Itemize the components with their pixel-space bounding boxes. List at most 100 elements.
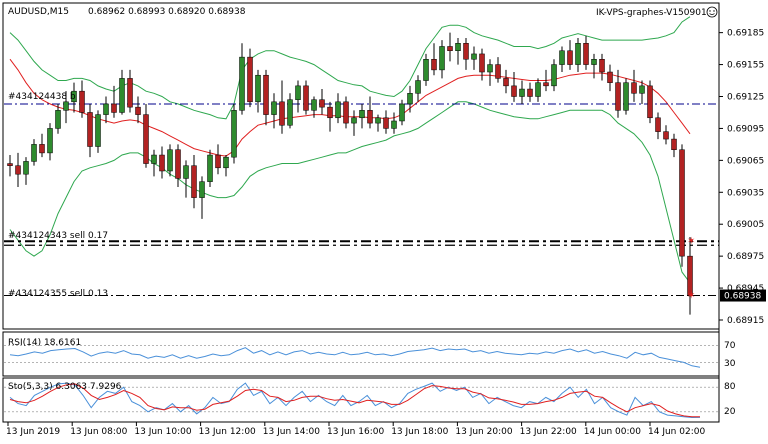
candle xyxy=(351,110,357,136)
candle xyxy=(343,96,349,129)
time-tick-label: 13 Jun 2019 xyxy=(6,427,60,437)
candle xyxy=(599,53,605,81)
candle-body xyxy=(31,144,37,162)
candle xyxy=(95,110,101,153)
candle xyxy=(503,69,509,94)
candle xyxy=(527,82,533,102)
candle xyxy=(431,43,437,76)
candle-body xyxy=(375,117,381,124)
order-label-buy: #434124438 b xyxy=(8,92,76,102)
candle xyxy=(271,93,277,129)
candle-body xyxy=(359,110,365,119)
candle-body xyxy=(167,149,173,172)
candle-body xyxy=(287,99,293,126)
smiley-icon xyxy=(706,6,718,18)
time-tick-label: 13 Jun 20:00 xyxy=(455,427,512,437)
candle xyxy=(647,80,653,124)
candle-body xyxy=(215,154,221,169)
candle xyxy=(455,37,461,65)
candle-body xyxy=(55,110,61,129)
candle-body xyxy=(487,64,493,73)
candle-body xyxy=(247,56,253,103)
candle-body xyxy=(551,64,557,87)
price-tick-label: 0.69005 xyxy=(727,220,764,230)
candle-body xyxy=(79,90,85,113)
price-tick-label: 0.69185 xyxy=(727,29,764,39)
candle xyxy=(471,46,477,70)
candle xyxy=(247,48,253,108)
candle-body xyxy=(479,53,485,73)
candle-body xyxy=(143,114,149,164)
time-tick-label: 14 Jun 02:00 xyxy=(648,427,705,437)
candle-body xyxy=(647,85,653,119)
rsi-level-70: 70 xyxy=(724,341,736,351)
candle xyxy=(255,69,261,113)
candle-body xyxy=(279,101,285,126)
candle-body xyxy=(431,59,437,71)
candle-body xyxy=(39,144,45,154)
bollinger-lower xyxy=(9,101,691,284)
candle xyxy=(687,236,693,315)
candle xyxy=(519,80,525,104)
sto-main-line xyxy=(9,382,701,419)
candle-body xyxy=(407,93,413,105)
candle-body xyxy=(159,154,165,172)
sto-level-20: 20 xyxy=(724,407,736,417)
candle-body xyxy=(263,74,269,115)
candle-body xyxy=(295,85,301,100)
candle-body xyxy=(447,46,453,51)
trade-marker-icon: ✶ xyxy=(687,291,695,302)
candle xyxy=(511,72,517,102)
candle-body xyxy=(87,112,93,147)
candle xyxy=(159,146,165,179)
candle xyxy=(167,144,173,177)
candle-body xyxy=(639,85,645,94)
candle xyxy=(463,37,469,70)
candle-body xyxy=(335,101,341,119)
candle-body xyxy=(23,161,29,175)
sto-title: Sto(5,3,3) 6.3063 7.9296 xyxy=(8,382,122,392)
time-tick-label: 13 Jun 16:00 xyxy=(327,427,384,437)
price-tick-label: 0.69125 xyxy=(727,93,764,103)
price-tick-label: 0.69065 xyxy=(727,156,764,166)
candle xyxy=(439,40,445,79)
candle-body xyxy=(415,80,421,94)
sto-signal-line xyxy=(9,383,701,418)
candle-body xyxy=(503,78,509,87)
candle-body xyxy=(575,43,581,65)
time-tick-label: 13 Jun 14:00 xyxy=(263,427,320,437)
candle xyxy=(495,57,501,83)
candle xyxy=(7,155,13,177)
candle-body xyxy=(127,78,133,108)
candle-body xyxy=(151,154,157,164)
candle xyxy=(31,139,37,166)
candle xyxy=(551,59,557,92)
candle-body xyxy=(191,165,197,198)
main-pane-border xyxy=(2,2,720,330)
time-axis: 13 Jun 2019 13 Jun 08:00 13 Jun 10:00 13 Ju… xyxy=(6,422,705,437)
time-tick-label: 13 Jun 12:00 xyxy=(199,427,256,437)
ohlc-label: 0.68962 0.68993 0.68920 0.68938 xyxy=(88,7,246,17)
candle-body xyxy=(343,101,349,124)
candle xyxy=(335,93,341,124)
candle-body xyxy=(319,99,325,108)
candle xyxy=(111,85,117,118)
candle-body xyxy=(327,106,333,119)
candle xyxy=(543,69,549,92)
candle-body xyxy=(231,110,237,158)
candle-body xyxy=(199,181,205,198)
candle xyxy=(63,91,69,124)
candle-body xyxy=(535,82,541,97)
candle-body xyxy=(663,131,669,140)
candle xyxy=(39,133,45,158)
candle xyxy=(479,48,485,81)
candle-body xyxy=(183,165,189,179)
candle xyxy=(447,32,453,62)
candle-body xyxy=(71,90,77,103)
candle xyxy=(135,96,141,124)
candle xyxy=(407,85,413,113)
candle xyxy=(367,96,373,129)
candle-body xyxy=(631,82,637,94)
candle-body xyxy=(679,149,685,257)
price-tick-label: 0.69035 xyxy=(727,188,764,198)
